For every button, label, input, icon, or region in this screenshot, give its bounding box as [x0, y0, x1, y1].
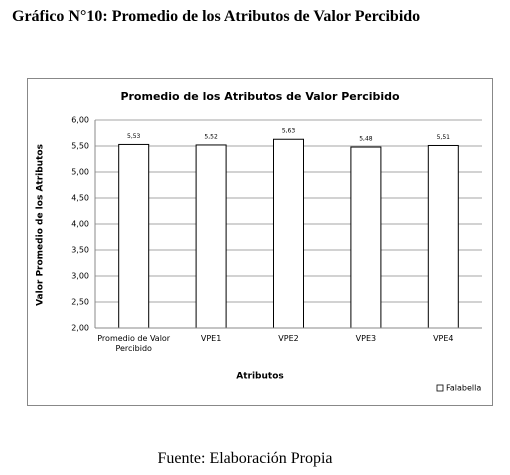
y-tick-label: 2,00	[71, 324, 89, 333]
value-label: 5,48	[359, 136, 373, 143]
legend-swatch	[436, 384, 444, 392]
y-tick-label: 4,50	[71, 194, 89, 203]
y-tick-label: 5,00	[71, 168, 89, 177]
x-axis-title: Atributos	[236, 372, 283, 382]
bar	[427, 144, 459, 329]
bar	[273, 138, 304, 329]
x-tick-label: Promedio de Valor Percibido	[97, 334, 171, 353]
x-tick-label: VPE1	[200, 334, 222, 343]
bar	[195, 144, 227, 329]
chart-frame	[27, 78, 493, 406]
value-label: 5,63	[282, 128, 296, 135]
bar	[350, 146, 382, 329]
x-tick-label: VPE2	[278, 334, 299, 343]
y-tick-label: 4,00	[71, 220, 89, 229]
value-label: 5,53	[127, 133, 141, 140]
chart-title: Promedio de los Atributos de Valor Perci…	[120, 90, 400, 103]
y-tick-label: 3,00	[71, 272, 89, 281]
source: Fuente: Elaboración Propia	[157, 450, 333, 467]
x-tick-label: VPE4	[433, 334, 454, 343]
y-tick-label: 2,50	[71, 298, 89, 307]
value-label: 5,52	[204, 133, 218, 140]
value-label: 5,51	[437, 134, 451, 141]
bar	[118, 143, 150, 329]
legend-label: Falabella	[446, 384, 481, 393]
y-axis-title: Valor Promedio de los Atributos	[36, 144, 46, 306]
x-tick-label: VPE3	[355, 334, 377, 343]
y-tick-label: 5,50	[71, 142, 89, 151]
heading: Gráfico N°10: Promedio de los Atributos …	[12, 8, 421, 25]
y-tick-label: 6,00	[71, 116, 89, 125]
y-tick-label: 3,50	[71, 246, 89, 255]
